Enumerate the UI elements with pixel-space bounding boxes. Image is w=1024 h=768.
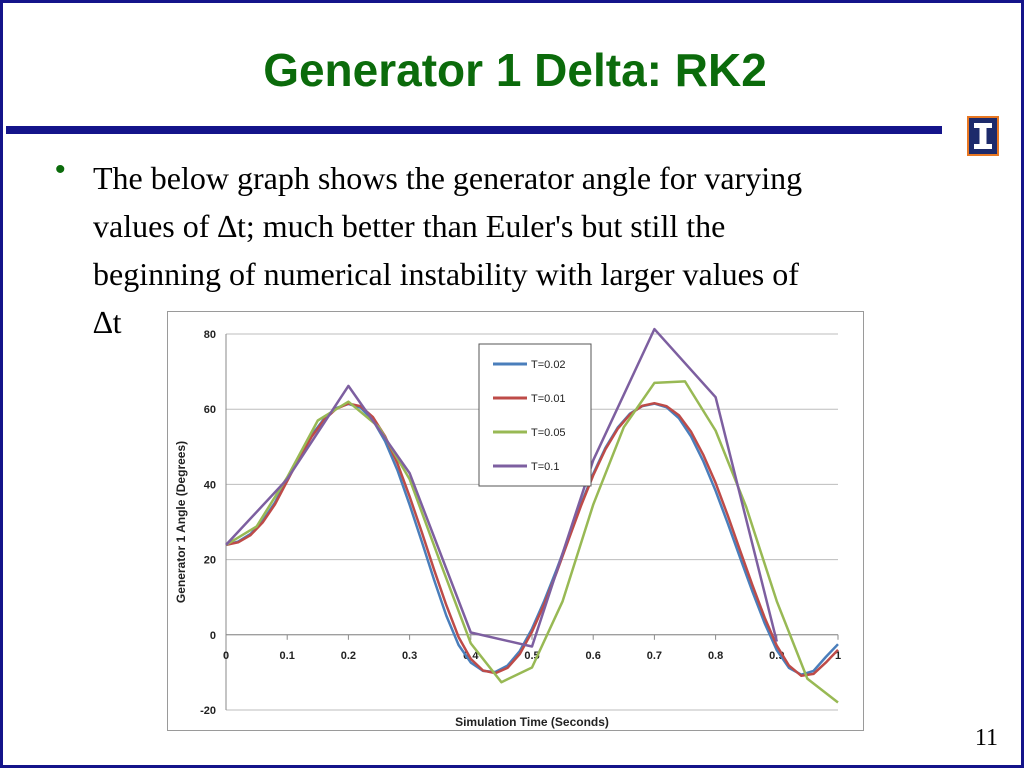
y-tick-label: 60 — [204, 404, 216, 416]
bullet-text: The below graph shows the generator angl… — [93, 154, 993, 346]
bullet-icon: • — [55, 153, 66, 186]
y-axis-title: Generator 1 Angle (Degrees) — [174, 441, 188, 603]
y-tick-label: -20 — [200, 705, 216, 717]
block-i-logo-icon — [974, 123, 992, 149]
university-logo — [967, 116, 999, 156]
legend-label: T=0.01 — [531, 393, 566, 405]
y-tick-label: 40 — [204, 479, 216, 491]
chart-container: -20 0 20 40 60 80 0 0.1 0.2 0.3 0.4 0.5 0.6 0.7 0.8 0.9… — [167, 311, 864, 731]
y-tick-label: 20 — [204, 555, 216, 567]
x-tick-label: 0.1 — [280, 650, 295, 662]
x-tick-label: 0.8 — [708, 650, 723, 662]
x-tick-label: 0.6 — [586, 650, 601, 662]
y-tick-label: 80 — [204, 329, 216, 341]
title-rule — [6, 126, 942, 134]
x-axis-title: Simulation Time (Seconds) — [455, 715, 609, 729]
legend-label: T=0.1 — [531, 461, 559, 473]
legend-box — [478, 343, 592, 487]
bullet-line: ∆t — [93, 304, 122, 340]
bullet-line: beginning of numerical instability with … — [93, 256, 799, 292]
series-line-t-0-1 — [225, 327, 779, 648]
x-tick-label: 1 — [835, 650, 841, 662]
x-tick-label: 0.7 — [647, 650, 662, 662]
x-tick-label: 0.2 — [341, 650, 356, 662]
page-number: 11 — [974, 725, 998, 751]
bullet-line: values of ∆t; much better than Euler's b… — [93, 208, 726, 244]
x-tick-label: 0 — [223, 650, 229, 662]
x-tick-label: 0.3 — [402, 650, 417, 662]
bullet-line: The below graph shows the generator angl… — [93, 160, 803, 196]
slide-title: Generator 1 Delta: RK2 — [263, 44, 767, 96]
y-tick-label: 0 — [210, 630, 216, 642]
legend-label: T=0.02 — [531, 359, 566, 371]
legend-label: T=0.05 — [531, 427, 566, 439]
